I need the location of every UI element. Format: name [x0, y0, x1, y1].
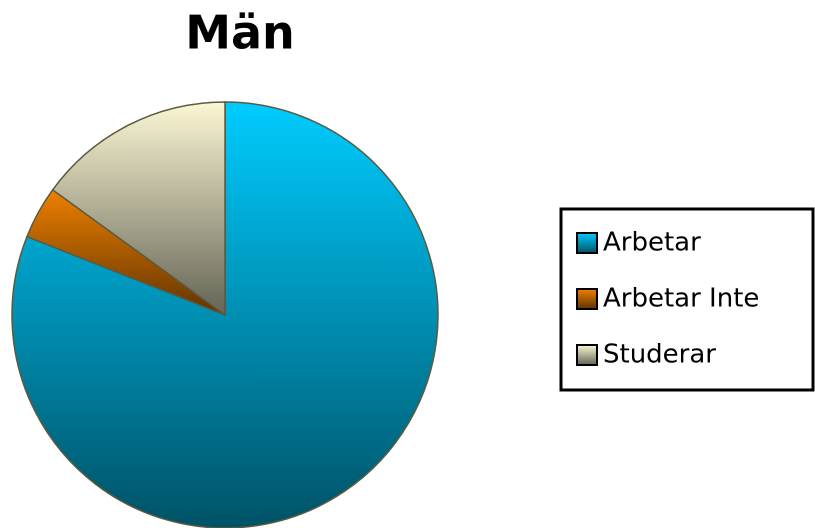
legend-swatch: [576, 288, 598, 310]
legend-label: Arbetar Inte: [603, 284, 759, 314]
pie-slice: [51, 101, 226, 317]
legend-swatch: [576, 344, 598, 366]
legend-label: Arbetar: [603, 228, 701, 258]
legend-swatch: [576, 232, 598, 254]
chart-title: Män: [185, 6, 295, 60]
legend-box: [559, 207, 815, 392]
legend-label: Studerar: [603, 340, 716, 370]
